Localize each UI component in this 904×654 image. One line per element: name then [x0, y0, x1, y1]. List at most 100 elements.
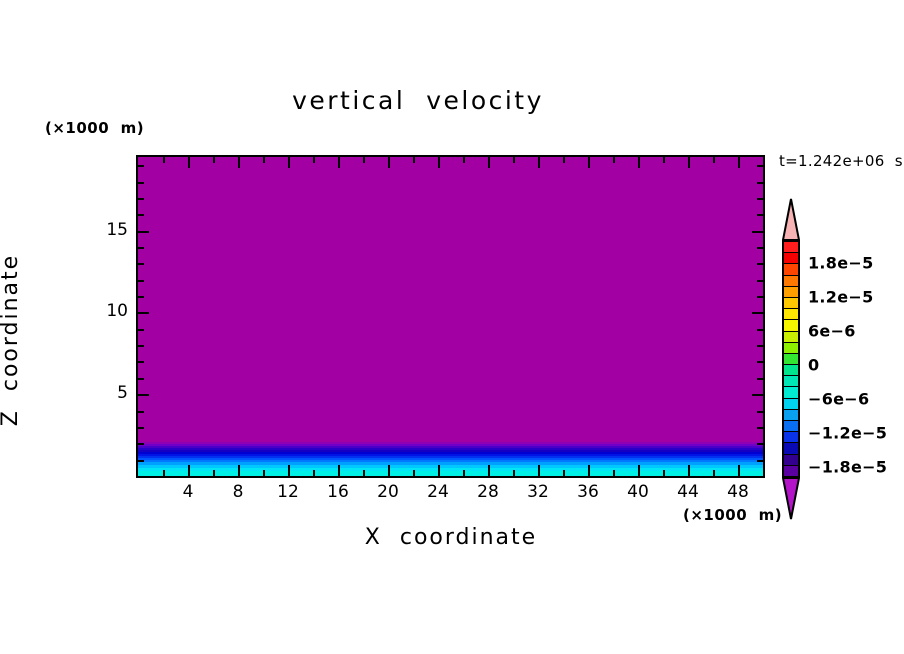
x-major-tick-top — [538, 157, 540, 168]
colorbar-band — [784, 443, 798, 455]
x-tick-label: 36 — [577, 482, 599, 502]
x-minor-tick — [513, 470, 515, 476]
colorbar-band — [784, 421, 798, 433]
contour-plot-area — [136, 155, 765, 478]
x-minor-tick-top — [263, 157, 265, 163]
y-tick-label: 15 — [106, 219, 128, 240]
field-band — [138, 444, 763, 447]
y-minor-tick — [138, 246, 144, 249]
field-band — [138, 471, 763, 476]
y-major-tick — [138, 230, 149, 233]
page-title: vertical velocity — [292, 86, 544, 115]
x-minor-tick — [613, 470, 615, 476]
y-tick-label: 5 — [117, 383, 128, 404]
y-minor-tick-right — [757, 197, 763, 200]
field-band — [138, 465, 763, 468]
y-minor-tick-right — [757, 328, 763, 331]
x-minor-tick-top — [713, 157, 715, 163]
field-band — [138, 462, 763, 466]
x-major-tick-top — [738, 157, 740, 168]
y-minor-tick-right — [757, 345, 763, 348]
x-minor-tick-top — [163, 157, 165, 163]
colorbar-band — [784, 432, 798, 444]
colorbar-band — [784, 353, 798, 366]
x-minor-tick — [313, 470, 315, 476]
x-major-tick-top — [388, 157, 390, 168]
y-minor-tick-right — [757, 279, 763, 282]
y-minor-tick-right — [757, 426, 763, 429]
colorbar-over-arrow — [782, 198, 800, 241]
x-minor-tick — [663, 470, 665, 476]
x-minor-tick-top — [563, 157, 565, 163]
y-minor-tick — [138, 328, 144, 331]
colorbar-band — [784, 387, 798, 399]
velocity-field — [138, 157, 763, 476]
y-minor-tick-right — [757, 459, 763, 462]
x-major-tick — [438, 465, 440, 476]
field-band — [138, 448, 763, 451]
y-minor-tick-right — [757, 214, 763, 217]
y-minor-tick — [138, 377, 144, 380]
colorbar-band — [784, 286, 798, 298]
x-minor-tick-top — [313, 157, 315, 163]
x-major-tick — [738, 465, 740, 476]
x-minor-tick-top — [363, 157, 365, 163]
x-major-tick-top — [338, 157, 340, 168]
x-major-tick-top — [238, 157, 240, 168]
x-tick-label: 32 — [527, 482, 549, 502]
x-tick-label: 20 — [377, 482, 399, 502]
x-minor-tick — [263, 470, 265, 476]
y-major-tick — [138, 312, 149, 315]
x-tick-label: 48 — [727, 482, 749, 502]
y-minor-tick — [138, 296, 144, 299]
x-tick-label: 16 — [327, 482, 349, 502]
colorbar-band — [784, 320, 798, 332]
y-minor-tick — [138, 263, 144, 266]
x-minor-tick-top — [463, 157, 465, 163]
y-major-tick — [138, 394, 149, 397]
x-major-tick — [288, 465, 290, 476]
x-minor-tick — [413, 470, 415, 476]
x-minor-tick — [713, 470, 715, 476]
colorbar-band — [784, 398, 798, 410]
x-minor-tick — [363, 470, 365, 476]
x-major-tick-top — [488, 157, 490, 168]
field-band — [138, 456, 763, 459]
colorbar-band — [784, 454, 798, 466]
colorbar: 1.8e−5 1.2e−5 6e−6 0 −6e−6 −1.2e−5 −1.8e−5 — [782, 198, 887, 520]
x-minor-tick — [463, 470, 465, 476]
colorbar-band — [784, 409, 798, 421]
y-minor-tick — [138, 459, 144, 462]
y-axis-unit-label: (×1000 m) — [45, 119, 145, 137]
y-minor-tick — [138, 345, 144, 348]
field-band — [138, 452, 763, 455]
colorbar-band — [784, 242, 798, 254]
x-minor-tick-top — [613, 157, 615, 163]
colorbar-under-arrow — [782, 477, 800, 520]
timestamp-label: t=1.242e+06 s — [779, 152, 903, 170]
y-minor-tick — [138, 426, 144, 429]
x-tick-label: 28 — [477, 482, 499, 502]
x-minor-tick — [163, 470, 165, 476]
x-tick-label: 4 — [182, 482, 194, 502]
x-major-tick-top — [638, 157, 640, 168]
colorbar-band — [784, 376, 798, 388]
x-minor-tick-top — [513, 157, 515, 163]
x-minor-tick — [213, 470, 215, 476]
field-band — [138, 454, 763, 457]
x-tick-label: 40 — [627, 482, 649, 502]
x-major-tick-top — [288, 157, 290, 168]
x-minor-tick-top — [213, 157, 215, 163]
y-major-tick-right — [752, 230, 763, 233]
y-minor-tick-right — [757, 181, 763, 184]
x-tick-label: 24 — [427, 482, 449, 502]
colorbar-band — [784, 331, 798, 343]
colorbar-band — [784, 309, 798, 321]
colorbar-bands — [782, 240, 800, 478]
y-minor-tick-right — [757, 165, 763, 168]
y-minor-tick-right — [757, 296, 763, 299]
colorbar-tick-label: −6e−6 — [808, 389, 870, 409]
colorbar-band — [784, 275, 798, 287]
x-major-tick — [388, 465, 390, 476]
x-major-tick-top — [588, 157, 590, 168]
